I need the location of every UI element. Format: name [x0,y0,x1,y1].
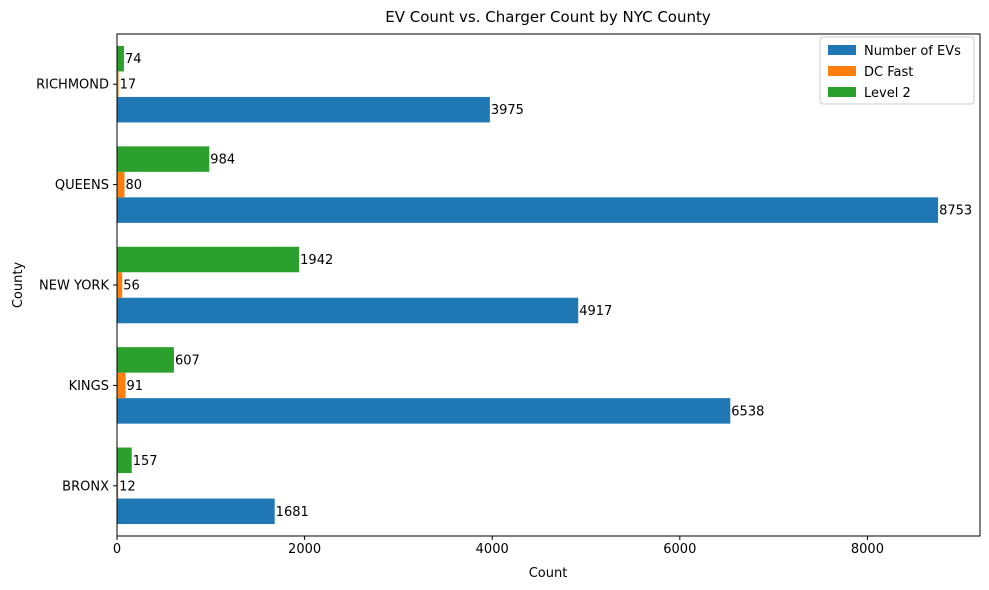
bar-value-label: 91 [127,379,144,394]
bar-bronx-dc-fast [117,473,119,499]
bar-queens-dc-fast [117,171,125,198]
bar-kings-number-of-evs [117,398,731,424]
chart-title: EV Count vs. Charger Count by NYC County [385,8,711,26]
x-tick-label: 2000 [288,542,321,557]
x-tick-label: 0 [113,542,121,557]
bar-labels-layer: 1681 12 157 6538 91 607 4917 56 1942 8753 80 984 397… [119,52,972,520]
x-tick-label: 4000 [476,542,509,557]
y-tick-label: KINGS [69,379,109,394]
y-tick-label: NEW YORK [39,279,109,294]
bar-kings-dc-fast [117,372,126,399]
x-tick-label: 6000 [663,542,696,557]
bar-richmond-level-2 [117,45,124,72]
legend-label-level-2: Level 2 [864,86,911,101]
bar-value-label: 8753 [939,204,972,219]
bar-bronx-level-2 [117,447,132,474]
bar-value-label: 80 [126,178,143,193]
plot-frame [116,33,981,537]
y-tick-label: QUEENS [55,178,109,193]
bar-value-label: 607 [175,353,200,368]
bar-value-label: 1942 [300,253,333,268]
legend-swatch-dc-fast [828,66,856,76]
bars-layer [117,45,939,525]
y-tick-label: BRONX [62,479,109,494]
legend-swatch-number-of-evs [828,45,856,55]
bar-value-label: 157 [133,454,158,469]
bar-value-label: 56 [123,279,140,294]
bar-value-label: 984 [210,153,235,168]
bar-value-label: 17 [120,78,137,93]
legend-swatch-level-2 [828,87,856,97]
legend-box [819,36,975,105]
bar-value-label: 74 [125,52,142,67]
bar-new-york-dc-fast [117,272,123,298]
legend-label-dc-fast: DC Fast [864,65,913,80]
bar-richmond-dc-fast [117,71,119,97]
y-axis-label: County [11,262,26,309]
bar-value-label: 12 [119,479,136,494]
axes-layer: BRONX KINGS NEW YORK QUEENS RICHMOND 0 2000 400… [36,33,981,557]
bar-value-label: 3975 [491,103,524,118]
bar-value-label: 4917 [579,304,612,319]
x-axis-label: Count [529,566,568,581]
bar-queens-number-of-evs [117,197,939,223]
bar-new-york-level-2 [117,246,300,273]
legend-label-number-of-evs: Number of EVs [864,44,961,59]
bar-value-label: 1681 [276,505,309,520]
legend: Number of EVs DC Fast Level 2 [819,36,975,105]
bar-new-york-number-of-evs [117,297,579,324]
bar-value-label: 6538 [731,404,764,419]
bar-queens-level-2 [117,146,210,172]
x-tick-label: 8000 [851,542,884,557]
bar-bronx-number-of-evs [117,498,275,525]
bar-richmond-number-of-evs [117,96,490,123]
y-tick-label: RICHMOND [36,78,109,93]
bar-kings-level-2 [117,347,174,373]
